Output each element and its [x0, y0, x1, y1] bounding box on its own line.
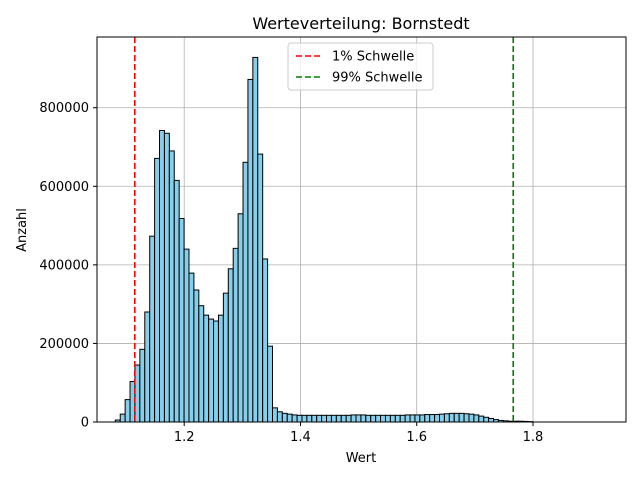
histogram-bar [301, 414, 308, 423]
histogram-bar [458, 412, 465, 423]
histogram-bar [316, 414, 323, 423]
histogram-bar [326, 414, 332, 423]
histogram-bar [144, 311, 151, 423]
histogram-bar [286, 413, 293, 423]
y-tick-label: 400000 [39, 258, 89, 273]
histogram-bar [247, 78, 254, 423]
histogram-bar [262, 258, 269, 423]
x-axis-label: Wert [346, 451, 377, 466]
histogram-bar [321, 414, 328, 423]
histogram-bar [409, 414, 416, 423]
legend-box [287, 42, 434, 91]
histogram-bar [163, 132, 170, 423]
histogram-bar [149, 235, 156, 423]
threshold-lines [133, 37, 515, 422]
histogram-bar [252, 56, 259, 423]
histogram-bar [203, 314, 210, 423]
histogram-bar [267, 345, 274, 423]
histogram-bar [424, 414, 431, 423]
histogram-bar [178, 218, 185, 423]
histogram-bar [463, 413, 470, 423]
histogram-bar [478, 415, 485, 423]
axes-frame [96, 36, 627, 423]
histogram-bar [380, 414, 386, 423]
histogram-bar [355, 414, 362, 423]
y-tick-label: 200000 [39, 337, 89, 352]
histogram-bar [232, 247, 239, 423]
histogram-bar [439, 413, 445, 423]
histogram-bar [296, 414, 303, 423]
histogram-bar [188, 272, 195, 423]
y-axis-label: Anzahl [15, 208, 30, 252]
histogram-bar [208, 318, 215, 423]
histogram-bar [227, 268, 234, 423]
histogram-bar [276, 411, 283, 423]
histogram-bar [443, 413, 450, 423]
histogram-bar [414, 414, 421, 423]
histogram-bar [168, 150, 175, 423]
histogram-bar [434, 414, 441, 423]
legend: 1% Schwelle 99% Schwelle [287, 42, 434, 91]
histogram-bar [483, 416, 490, 423]
histogram-bar [124, 399, 131, 423]
legend-label-99pct: 99% Schwelle [332, 71, 423, 86]
histogram-bar [345, 414, 352, 423]
histogram-bar [448, 412, 455, 423]
y-tick-label: 0 [81, 416, 89, 431]
x-tick-label: 1.6 [406, 430, 427, 445]
histogram-bar [365, 414, 372, 423]
histogram-bar [291, 414, 298, 423]
histogram-bar [453, 412, 460, 423]
histogram-bar [257, 153, 264, 423]
histogram-bar [399, 414, 406, 423]
histogram-bar [375, 414, 382, 423]
histogram-bar [350, 414, 357, 423]
histogram-bar [384, 414, 391, 423]
y-tick-label: 800000 [39, 101, 89, 116]
histogram-bar [281, 412, 288, 423]
histogram-bar [134, 364, 141, 423]
histogram-bar [119, 413, 126, 423]
histogram-bar [370, 414, 377, 423]
histogram-bar [468, 413, 475, 423]
histogram-bar [198, 305, 205, 423]
x-tick-label: 1.4 [290, 430, 311, 445]
histogram-bar [340, 414, 347, 423]
x-tick-label: 1.2 [174, 430, 195, 445]
histogram-bar [311, 414, 318, 423]
histogram-bar [419, 414, 426, 423]
histogram-bar [360, 414, 367, 423]
histogram-bar [213, 320, 219, 423]
x-axis-ticks: 1.2 1.4 1.6 1.8 [174, 422, 543, 445]
histogram-bar [193, 289, 200, 423]
x-tick-label: 1.8 [523, 430, 544, 445]
y-tick-label: 600000 [39, 180, 89, 195]
histogram-bar [242, 161, 249, 423]
histogram-bar [389, 414, 396, 423]
histogram-bar [217, 314, 224, 423]
histogram-bar [473, 414, 480, 423]
histogram-bar [272, 407, 278, 423]
histogram-bar [183, 248, 190, 423]
histogram-bar [488, 417, 495, 423]
histogram-bar [173, 179, 180, 423]
grid [97, 37, 626, 423]
legend-label-1pct: 1% Schwelle [332, 50, 414, 65]
histogram-bar [330, 414, 337, 423]
chart-title: Werteverteilung: Bornstedt [252, 14, 469, 33]
histogram-bar [154, 157, 161, 423]
histogram-bar [222, 292, 229, 423]
histogram-bar [335, 414, 342, 423]
histogram-bar [139, 348, 146, 423]
histogram-bar [394, 414, 401, 423]
histogram-bar [404, 414, 411, 423]
histogram-bar [237, 213, 244, 423]
y-axis-ticks: 0 200000 400000 600000 800000 [39, 101, 97, 431]
histogram-bar [429, 414, 436, 423]
histogram-bar [306, 414, 313, 423]
histogram-bar [159, 130, 165, 423]
